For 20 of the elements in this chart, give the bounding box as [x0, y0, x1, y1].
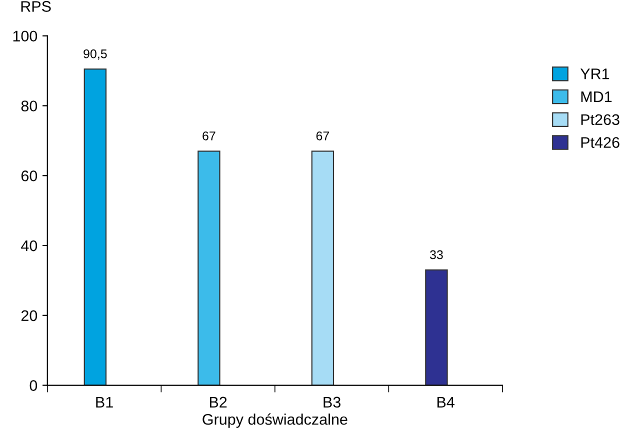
- y-axis-title: RPS: [21, 1, 51, 12]
- data-label: 67: [202, 132, 216, 140]
- legend-label: Pt263: [581, 114, 620, 126]
- y-tick-label: 20: [21, 310, 38, 322]
- x-tick-label: B2: [210, 396, 227, 408]
- data-label: 90,5: [84, 49, 107, 60]
- legend-label: Pt426: [581, 137, 620, 148]
- y-tick-label: 100: [13, 30, 38, 42]
- y-tick-label: 60: [21, 170, 38, 182]
- legend-label: YR1: [580, 68, 610, 80]
- x-tick-label: B1: [96, 396, 113, 408]
- data-label: 67: [316, 132, 330, 140]
- x-axis-title: Grupy doświadczalne: [202, 413, 348, 428]
- y-tick-label: 80: [21, 100, 38, 112]
- y-tick-label: 40: [21, 240, 38, 252]
- x-tick-label: B3: [324, 396, 340, 408]
- x-tick-label: B4: [437, 396, 454, 408]
- data-label: 33: [430, 250, 443, 260]
- legend-label: MD1: [581, 92, 612, 102]
- y-tick-label: 0: [30, 380, 38, 391]
